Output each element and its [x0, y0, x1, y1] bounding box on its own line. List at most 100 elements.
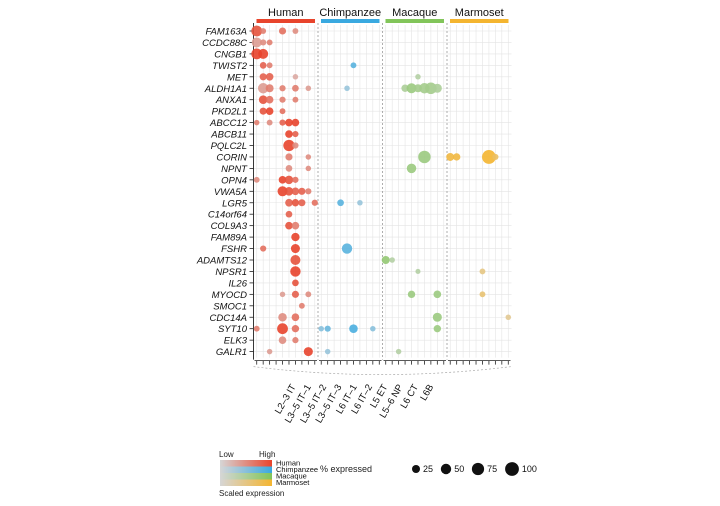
- data-point: [258, 48, 269, 59]
- data-point: [253, 119, 260, 126]
- x-tick-label: L6B: [418, 383, 436, 403]
- gene-label: C14orf64: [208, 210, 247, 221]
- data-point: [433, 325, 442, 333]
- gene-label: PQLC2L: [211, 141, 247, 152]
- data-point: [265, 95, 274, 104]
- data-point: [259, 73, 267, 81]
- gene-label: NPSR1: [215, 267, 247, 278]
- data-point: [251, 25, 263, 37]
- data-point: [285, 130, 293, 138]
- data-point: [446, 152, 455, 161]
- legend-size-label: 100: [522, 464, 537, 474]
- data-point: [406, 83, 417, 94]
- data-point: [291, 313, 300, 322]
- species-header-macaque: Macaque: [392, 7, 437, 19]
- data-point: [292, 74, 299, 80]
- species-bar-macaque: [385, 19, 444, 23]
- data-point: [265, 107, 274, 115]
- species-header-human: Human: [268, 7, 303, 19]
- data-point: [291, 290, 299, 298]
- data-point: [452, 153, 461, 161]
- gene-label: SYT10: [218, 324, 248, 335]
- gene-label: SMOC1: [213, 301, 247, 312]
- data-point: [278, 176, 287, 184]
- gene-label: FSHR: [221, 244, 247, 255]
- data-point: [285, 210, 293, 218]
- data-point: [259, 62, 267, 69]
- data-point: [279, 108, 286, 115]
- data-point: [305, 188, 312, 195]
- data-point: [292, 337, 299, 344]
- gene-label: FAM89A: [211, 233, 247, 244]
- data-point: [285, 153, 293, 161]
- data-point: [415, 74, 421, 80]
- data-point: [265, 84, 274, 93]
- data-point: [292, 28, 299, 34]
- data-point: [505, 314, 512, 320]
- data-point: [279, 96, 286, 103]
- legend-size-dot: [505, 462, 519, 476]
- data-point: [291, 232, 300, 242]
- data-point: [278, 312, 287, 322]
- legend-low-label: Low: [219, 450, 234, 459]
- data-point: [415, 268, 421, 274]
- species-headers: Human Chimpanzee Macaque Marmoset: [256, 7, 509, 23]
- data-point: [291, 199, 300, 207]
- legend-high-label: High: [259, 450, 275, 459]
- legend: Low High Scaled expression % expressed H…: [219, 450, 537, 498]
- species-bar-chimpanzee: [321, 19, 380, 23]
- data-point: [266, 62, 273, 69]
- species-header-marmoset: Marmoset: [455, 7, 504, 19]
- species-bar-marmoset: [450, 19, 509, 23]
- data-point: [298, 187, 306, 195]
- legend-size-label: 25: [423, 464, 433, 474]
- legend-size-title: % expressed: [320, 464, 372, 474]
- data-point: [279, 291, 286, 298]
- data-point: [292, 84, 299, 92]
- data-point: [257, 83, 269, 94]
- legend-size-label: 75: [487, 464, 497, 474]
- data-point: [291, 118, 300, 127]
- data-point: [279, 119, 286, 126]
- data-point: [492, 153, 499, 161]
- legend-size-dot: [440, 463, 452, 475]
- data-point: [425, 82, 437, 95]
- legend-gradient-macaque: [220, 473, 272, 480]
- data-point: [292, 130, 299, 138]
- data-point: [418, 150, 431, 164]
- data-point: [389, 257, 395, 263]
- data-point: [298, 302, 305, 309]
- data-point: [292, 279, 299, 287]
- data-point: [406, 163, 417, 174]
- data-point: [258, 95, 268, 104]
- legend-color-title: Scaled expression: [219, 489, 284, 498]
- data-point: [407, 290, 416, 299]
- legend-species-label: Human: [276, 459, 300, 468]
- data-point: [395, 348, 402, 355]
- gene-label: ELK3: [224, 336, 248, 347]
- data-point: [292, 176, 299, 183]
- data-point: [305, 85, 312, 91]
- data-point: [260, 39, 267, 46]
- data-point: [283, 139, 295, 152]
- data-point: [344, 85, 350, 91]
- data-point: [482, 150, 496, 164]
- data-point: [311, 199, 318, 206]
- data-point: [266, 119, 273, 126]
- data-point: [290, 266, 301, 277]
- gene-label: CCDC88C: [202, 38, 247, 49]
- gene-label: PKD2L1: [212, 107, 247, 118]
- data-point: [350, 62, 357, 69]
- data-point: [284, 187, 294, 196]
- data-point: [357, 200, 363, 206]
- data-point: [290, 244, 300, 254]
- data-point: [381, 256, 390, 264]
- gene-label: TWIST2: [212, 61, 248, 72]
- data-point: [292, 142, 299, 149]
- data-point: [318, 325, 324, 332]
- data-point: [341, 243, 353, 254]
- gene-label: OPN4: [221, 175, 247, 186]
- gene-label: NPNT: [221, 164, 248, 175]
- data-point: [277, 186, 288, 197]
- data-point: [277, 323, 288, 335]
